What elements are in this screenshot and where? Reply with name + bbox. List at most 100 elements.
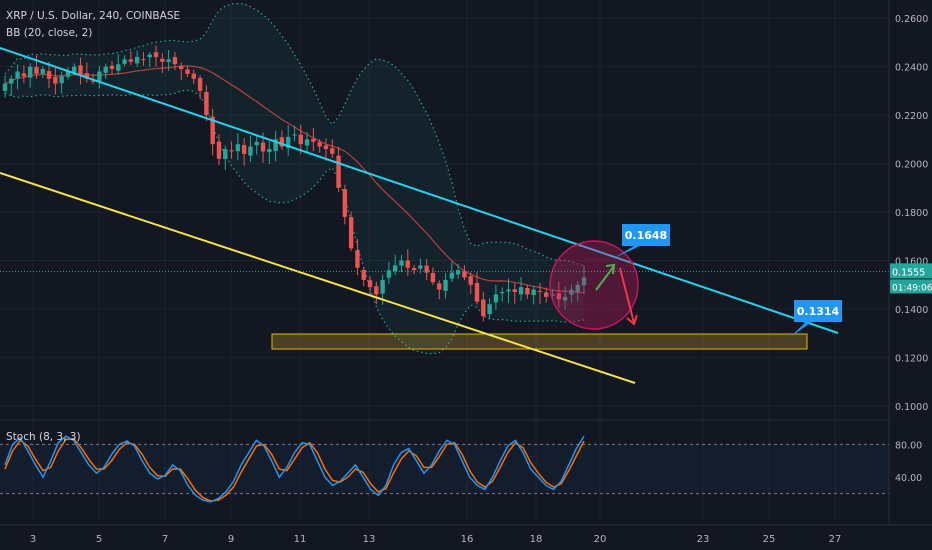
candle-body [443,279,448,291]
candle-body [386,270,392,278]
candle-body [392,265,398,272]
candle-body [581,277,587,286]
candle-body [53,76,58,84]
candle-body [172,57,178,65]
candle-body [399,260,404,266]
drawings-front[interactable]: 0.1648 0.1314 [0,47,889,384]
time-tick: 18 [530,534,543,545]
candle-body [550,294,555,296]
candle-body [298,134,303,145]
callout-upper-text: 0.1648 [625,229,667,242]
candle-body [317,142,322,147]
up-arrow-head[interactable] [605,263,616,275]
price-tick: 0.1200 [895,353,928,364]
candle-body [229,150,234,152]
candle-body [531,289,536,296]
bb-fill [5,3,584,354]
time-tick: 23 [697,534,710,545]
time-tick: 5 [96,534,102,545]
candle-body [15,71,20,79]
candle-body [411,268,417,271]
candle-body [361,269,366,280]
down-arrow-head[interactable] [626,314,638,326]
candle-body [260,142,266,152]
candle-body [116,64,121,71]
candle-body [569,289,574,295]
highlight-circle[interactable] [549,240,639,330]
candle-body [248,146,253,156]
candle-body [97,71,102,82]
candle-body [216,141,222,159]
candle-body [342,189,348,217]
candle-body [40,69,45,74]
candle-body [462,271,467,278]
stoch-tick: 40.00 [895,473,922,484]
candle-body [380,279,385,294]
candle-body [84,73,90,79]
candle-body [367,280,373,288]
candle-body [304,139,310,146]
candles [2,45,587,322]
candle-body [311,138,316,142]
down-arrow-line[interactable] [619,267,635,324]
candle-body [499,291,505,294]
candle-body [468,276,473,285]
price-tick: 0.2600 [895,14,928,25]
callout-upper-bubble[interactable] [614,224,670,258]
candle-body [141,59,146,61]
candle-body [109,65,115,70]
candle-body [455,270,461,275]
candle-body [185,69,190,74]
candle-body [160,58,165,62]
countdown-badge [890,279,932,294]
candle-body [204,91,209,116]
candle-body [235,144,241,152]
candle-body [430,272,436,283]
indicator-label: BB (20, close, 2) [6,27,92,39]
candle-body [449,272,455,279]
candle-body [474,282,480,302]
candle-body [562,296,568,301]
price-tick: 0.1400 [895,305,928,316]
upper-trendline[interactable] [0,47,839,334]
candle-body [128,59,134,62]
up-arrow-line[interactable] [595,265,615,291]
callout-lower[interactable]: 0.1314 [790,300,842,337]
candle-body [544,292,549,297]
time-tick: 16 [461,534,474,545]
lower-trendline[interactable] [0,172,636,384]
candle-body [424,265,429,273]
candle-body [286,136,291,148]
time-tick: 25 [763,534,776,545]
candle-body [241,145,247,154]
time-tick: 9 [228,534,234,545]
callout-upper[interactable]: 0.1648 [614,224,670,258]
candle-body [21,73,27,77]
current-price-badge [890,263,932,279]
candle-body [179,65,184,70]
stochastic-pane [0,435,889,503]
time-tick: 27 [829,534,842,545]
candle-body [46,71,52,79]
candle-body [279,137,285,147]
callout-lower-bubble[interactable] [790,300,842,337]
candle-body [273,139,278,152]
candle-body [537,290,543,292]
candle-body [556,293,562,300]
time-tick: 20 [594,534,607,545]
candle-body [437,283,442,290]
candle-body [210,116,215,145]
price-tick: 0.2000 [895,160,928,171]
candle-body [197,77,203,91]
candle-body [575,284,580,292]
candle-body [481,299,486,317]
candle-body [147,54,152,58]
candle-body [59,76,64,84]
candle-body [90,80,96,82]
price-tick: 0.1800 [895,208,928,219]
support-zone[interactable] [271,333,808,350]
candle-body [9,78,14,84]
candle-body [518,287,524,295]
